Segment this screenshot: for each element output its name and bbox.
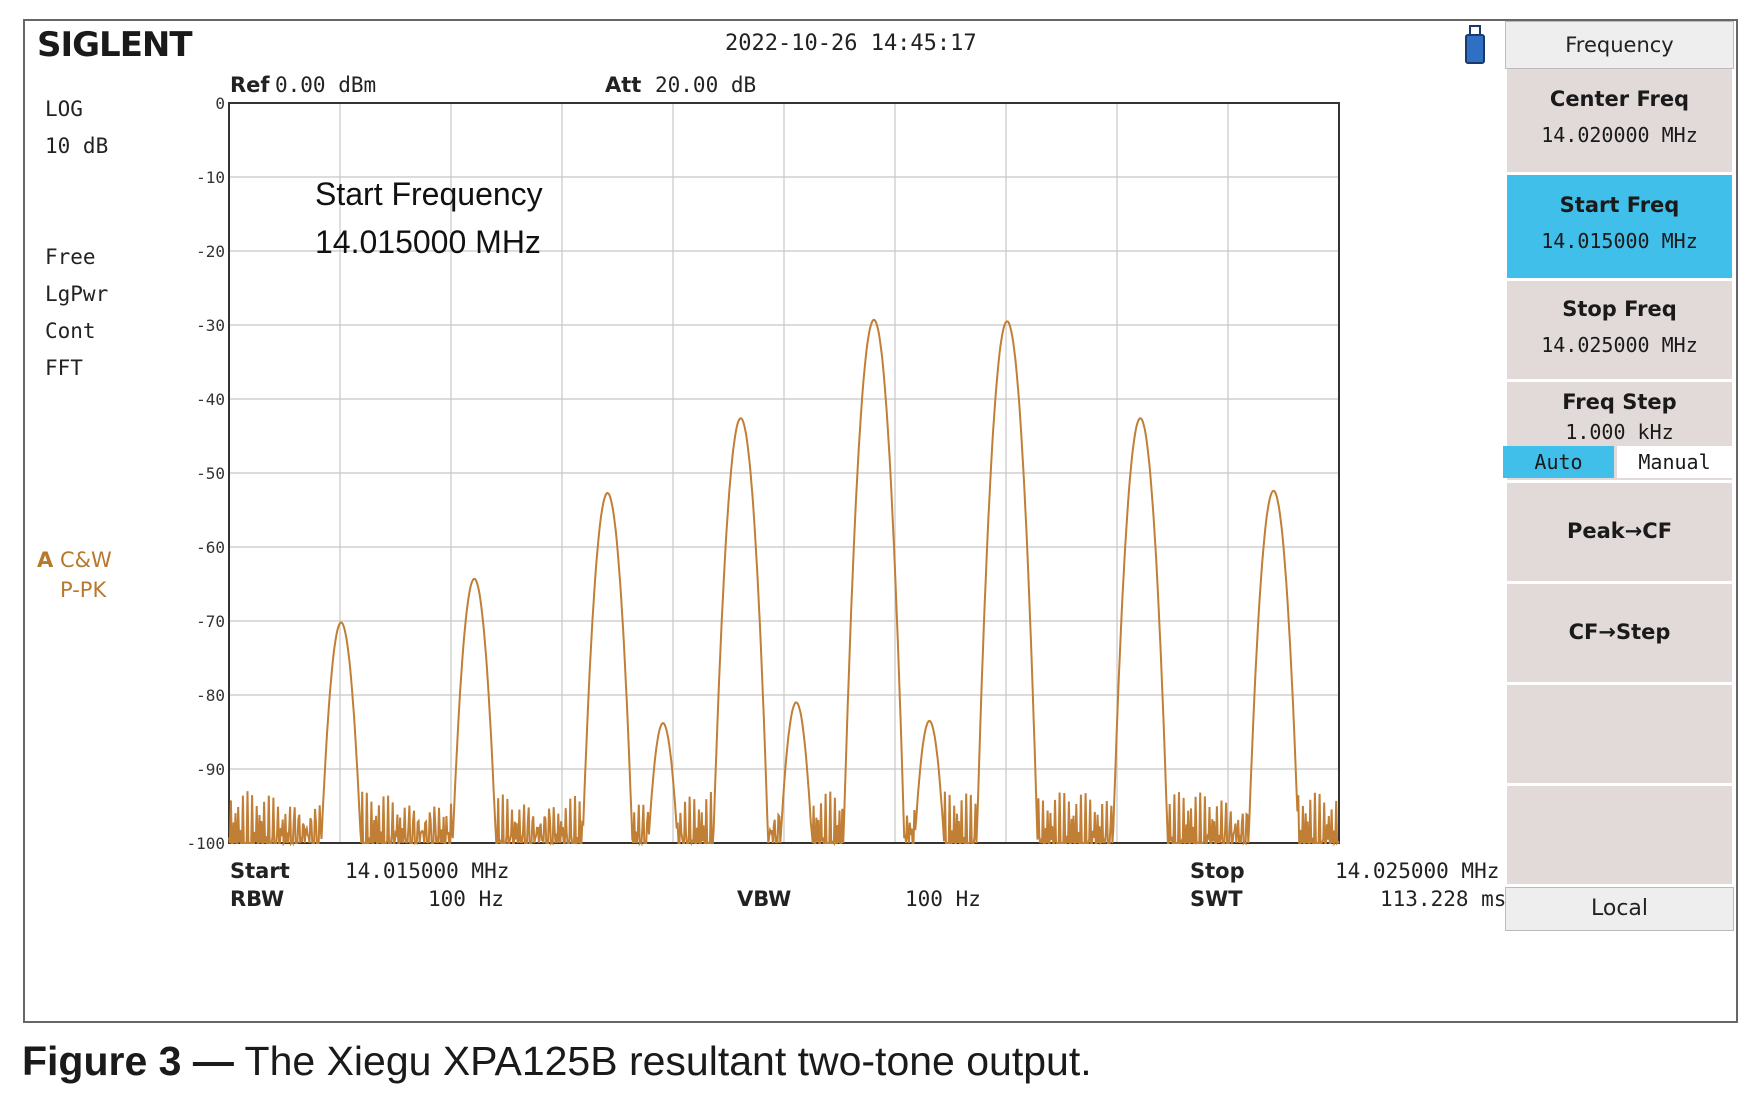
scale-mode: LOG — [45, 97, 83, 121]
caption-text: The Xiegu XPA125B resultant two-tone out… — [233, 1038, 1092, 1084]
softkey-panel: Frequency Center Freq 14.020000 MHz Star… — [1503, 21, 1736, 1021]
y-tick-label: -90 — [196, 760, 225, 779]
y-tick-label: -30 — [196, 316, 225, 335]
sweep-type: FFT — [45, 356, 83, 380]
trace-id: A — [37, 548, 54, 572]
spectrum-plot: 0 -10 -20 -30 -40 -50 -60 -70 -80 -90 -100 — [186, 94, 1340, 853]
menu-title: Frequency — [1505, 21, 1734, 69]
y-tick-label: -70 — [196, 612, 225, 631]
local-button[interactable]: Local — [1505, 887, 1734, 931]
stop-freq-value: 14.025000 MHz — [1541, 333, 1698, 357]
stop-value: 14.025000 MHz — [1335, 859, 1500, 883]
swt-label: SWT — [1190, 887, 1243, 911]
rbw-label: RBW — [230, 887, 285, 911]
annotation-title: Start Frequency — [315, 176, 543, 212]
spectrum-trace — [228, 318, 1340, 847]
y-tick-label: -20 — [196, 242, 225, 261]
ref-label: Ref — [230, 73, 270, 97]
trigger-mode: Free — [45, 245, 96, 269]
freq-step-button[interactable]: Freq Step 1.000 kHz Auto Manual — [1503, 382, 1732, 483]
average-type: LgPwr — [45, 282, 109, 306]
detector: P-PK — [60, 578, 107, 602]
peak-to-cf-label: Peak→CF — [1566, 519, 1673, 543]
stop-label: Stop — [1190, 859, 1245, 883]
stop-freq-button[interactable]: Stop Freq 14.025000 MHz — [1507, 281, 1732, 382]
blank-softkey-1[interactable] — [1507, 685, 1732, 786]
brand-logo: SIGLENT — [37, 25, 193, 65]
att-label: Att — [605, 73, 642, 97]
center-freq-value: 14.020000 MHz — [1541, 123, 1698, 147]
date-time: 2022-10-26 14:45:17 — [725, 31, 977, 56]
ref-value: 0.00 dBm — [275, 73, 377, 97]
center-freq-button[interactable]: Center Freq 14.020000 MHz — [1507, 69, 1732, 175]
peak-to-cf-button[interactable]: Peak→CF — [1507, 483, 1732, 584]
plot-border — [228, 102, 1340, 844]
freq-step-label: Freq Step — [1562, 390, 1677, 414]
swt-value: 113.228 ms — [1380, 887, 1507, 911]
figure-number: Figure 3 — — [22, 1038, 234, 1084]
start-freq-label: Start Freq — [1559, 193, 1680, 217]
start-freq-value: 14.015000 MHz — [1541, 229, 1698, 253]
vbw-value: 100 Hz — [905, 887, 981, 911]
freq-step-value: 1.000 kHz — [1565, 420, 1674, 444]
analyzer-screen: SIGLENT 2022-10-26 14:45:17 LOG 10 dB Fr… — [23, 19, 1738, 1023]
y-tick-label: -40 — [196, 390, 225, 409]
y-tick-label: -100 — [186, 834, 225, 853]
blank-softkey-2[interactable] — [1507, 786, 1732, 887]
center-freq-label: Center Freq — [1549, 87, 1690, 111]
rbw-value: 100 Hz — [428, 887, 504, 911]
y-tick-label: -60 — [196, 538, 225, 557]
figure-caption: Figure 3 — The Xiegu XPA125B resultant t… — [22, 1038, 1092, 1085]
start-freq-button[interactable]: Start Freq 14.015000 MHz — [1507, 175, 1732, 281]
cf-to-step-label: CF→Step — [1568, 620, 1671, 644]
sweep-mode: Cont — [45, 319, 96, 343]
vbw-label: VBW — [737, 887, 792, 911]
start-value: 14.015000 MHz — [345, 859, 510, 883]
att-value: 20.00 dB — [655, 73, 757, 97]
y-tick-label: -50 — [196, 464, 225, 483]
auto-manual-toggle: Auto Manual — [1503, 446, 1732, 478]
start-label: Start — [230, 859, 290, 883]
annotation-value: 14.015000 MHz — [315, 224, 541, 260]
usb-icon — [1465, 25, 1485, 64]
manual-option[interactable]: Manual — [1617, 446, 1732, 478]
stop-freq-label: Stop Freq — [1562, 297, 1677, 321]
scale-div: 10 dB — [45, 134, 109, 158]
y-tick-label: 0 — [215, 94, 225, 113]
y-tick-label: -10 — [196, 168, 225, 187]
trace-mode: C&W — [60, 548, 112, 572]
y-tick-label: -80 — [196, 686, 225, 705]
cf-to-step-button[interactable]: CF→Step — [1507, 584, 1732, 685]
auto-option[interactable]: Auto — [1503, 446, 1614, 478]
top-bar: SIGLENT 2022-10-26 14:45:17 — [25, 21, 1505, 67]
